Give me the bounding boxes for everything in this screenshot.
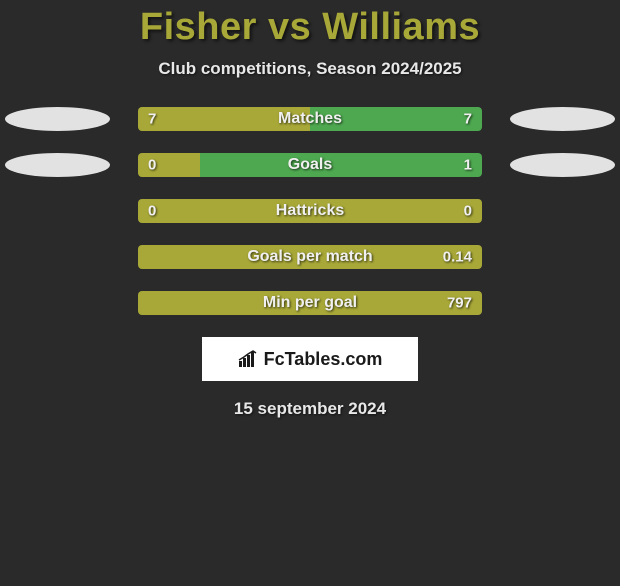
stat-bar: Goals per match 0.14 xyxy=(138,245,482,269)
stat-value-right: 7 xyxy=(464,111,472,128)
stats-container: Matches 7 7 Goals 0 1 Hattricks 0 0 Goals per mat… xyxy=(0,107,620,315)
player-right-ellipse xyxy=(510,153,615,177)
logo-text: FcTables.com xyxy=(264,349,383,370)
stat-value-left: 0 xyxy=(148,203,156,220)
stat-label: Goals xyxy=(288,156,332,174)
stat-label: Goals per match xyxy=(247,248,372,266)
subtitle: Club competitions, Season 2024/2025 xyxy=(0,59,620,79)
barchart-icon xyxy=(238,350,260,368)
player-right-ellipse xyxy=(510,107,615,131)
stat-value-right: 0 xyxy=(464,203,472,220)
stat-bar: Goals 0 1 xyxy=(138,153,482,177)
stat-row: Min per goal 797 xyxy=(0,291,620,315)
stat-row: Hattricks 0 0 xyxy=(0,199,620,223)
player-left-ellipse xyxy=(5,153,110,177)
player-left-ellipse xyxy=(5,107,110,131)
stat-value-right: 1 xyxy=(464,157,472,174)
stat-bar-right xyxy=(200,153,482,177)
stat-value-right: 797 xyxy=(447,295,472,312)
stat-value-left: 0 xyxy=(148,157,156,174)
stat-value-left: 7 xyxy=(148,111,156,128)
logo: FcTables.com xyxy=(238,349,383,370)
stat-bar: Min per goal 797 xyxy=(138,291,482,315)
stat-row: Goals per match 0.14 xyxy=(0,245,620,269)
stat-label: Hattricks xyxy=(276,202,344,220)
stat-row: Matches 7 7 xyxy=(0,107,620,131)
page-title: Fisher vs Williams xyxy=(0,6,620,49)
stat-bar: Matches 7 7 xyxy=(138,107,482,131)
stat-value-right: 0.14 xyxy=(443,249,472,266)
stat-row: Goals 0 1 xyxy=(0,153,620,177)
stat-label: Min per goal xyxy=(263,294,357,312)
date-text: 15 september 2024 xyxy=(0,399,620,419)
logo-box[interactable]: FcTables.com xyxy=(202,337,418,381)
stat-bar: Hattricks 0 0 xyxy=(138,199,482,223)
stat-label: Matches xyxy=(278,110,342,128)
